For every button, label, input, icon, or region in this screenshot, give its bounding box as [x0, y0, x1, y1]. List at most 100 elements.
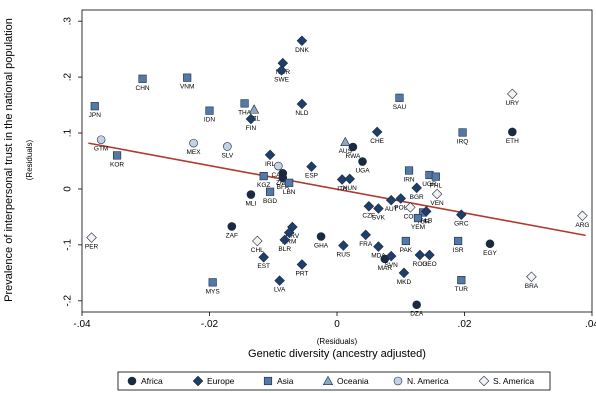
data-point: CZE	[362, 201, 376, 219]
legend-item: Oceania	[322, 375, 369, 386]
point-label: CZE	[362, 212, 376, 219]
point-marker	[420, 206, 432, 217]
point-label: BGD	[263, 198, 277, 205]
data-point: SVN	[385, 250, 398, 269]
legend-item: N. America	[393, 376, 449, 386]
data-point: LBN	[283, 178, 296, 196]
point-marker	[208, 278, 217, 287]
point-label: RUS	[337, 251, 351, 258]
data-point: CHE	[370, 126, 385, 145]
point-label: COL	[404, 213, 418, 220]
point-marker	[385, 194, 397, 206]
point-label: SWE	[274, 76, 289, 83]
point-label: ARG	[575, 222, 589, 229]
point-label: URY	[506, 100, 520, 107]
data-point: YEM	[411, 213, 425, 231]
data-point: NLD	[295, 98, 309, 117]
point-label: LVA	[274, 287, 286, 294]
point-marker	[274, 161, 283, 171]
point-label: CHL	[251, 247, 264, 254]
point-marker	[577, 210, 588, 222]
point-label: BLR	[278, 246, 291, 253]
x-axis: -.04 -.02 0 .02 .04	[73, 312, 596, 330]
data-point: LVA	[274, 275, 286, 294]
data-point: IDN	[204, 106, 215, 124]
data-point: ITA	[336, 174, 348, 192]
fit-line-layer	[88, 142, 586, 237]
point-label: SAU	[393, 104, 407, 111]
point-marker	[245, 113, 257, 125]
point-label: ISR	[453, 247, 464, 254]
point-label: EST	[257, 263, 270, 270]
point-marker	[296, 259, 308, 270]
point-marker	[296, 98, 308, 110]
point-label: CHE	[370, 138, 384, 145]
legend-label: Asia	[277, 376, 294, 386]
point-label: HRV	[286, 233, 300, 240]
point-marker	[227, 222, 237, 231]
point-marker	[205, 106, 214, 115]
data-point: CHN	[136, 74, 150, 92]
data-point: DZA	[410, 300, 424, 318]
data-point: VEN	[430, 188, 444, 207]
data-point: SAU	[393, 93, 407, 111]
legend-label: Europe	[207, 376, 235, 386]
data-point: BFA	[277, 173, 290, 191]
legend-marker	[322, 375, 334, 385]
point-marker	[90, 102, 99, 111]
point-label: KOR	[110, 161, 124, 168]
data-point: GEO	[422, 249, 437, 268]
x-tick-label: .02	[458, 319, 472, 330]
data-point: BLR	[278, 234, 291, 253]
point-marker	[283, 227, 295, 238]
point-marker	[431, 172, 440, 181]
data-point: ISR	[453, 236, 464, 254]
point-label: RWA	[346, 153, 361, 160]
point-marker	[96, 135, 106, 145]
point-marker	[413, 213, 423, 223]
point-label: JPN	[89, 112, 102, 119]
point-label: CAN	[271, 172, 285, 179]
legend-item: S. America	[478, 375, 534, 387]
data-point: KOR	[110, 151, 124, 168]
data-point: DNK	[295, 35, 309, 54]
point-marker	[458, 128, 467, 137]
data-point: PHL	[429, 172, 443, 190]
data-point: JPN	[89, 102, 102, 119]
legend-item: Europe	[192, 375, 235, 387]
point-marker	[252, 235, 263, 247]
point-label: AUS	[339, 148, 353, 155]
point-label: VEN	[430, 200, 444, 207]
point-marker	[371, 126, 383, 138]
point-marker	[373, 241, 384, 252]
point-label: MKD	[397, 279, 412, 286]
y-axis-title: Prevalence of interpersonal trust in the…	[3, 18, 15, 302]
data-point: EGY	[483, 239, 498, 257]
data-point: GHA	[314, 232, 329, 250]
point-marker	[138, 74, 147, 83]
point-label: PRT	[295, 270, 308, 277]
point-marker	[240, 99, 249, 108]
x-axis-subtitle: (Residuals)	[317, 337, 358, 346]
point-marker	[348, 142, 358, 152]
point-label: ZMB	[276, 179, 290, 186]
point-marker	[395, 93, 404, 102]
point-label: UGA	[355, 168, 370, 175]
point-marker	[363, 201, 375, 212]
point-marker	[398, 267, 410, 279]
point-label: FIN	[246, 125, 257, 132]
legend-box	[117, 371, 551, 391]
point-label: ESP	[305, 173, 318, 180]
point-marker	[336, 174, 348, 185]
point-marker	[259, 172, 268, 181]
point-label: MEX	[187, 149, 202, 156]
point-label: CHN	[136, 85, 150, 92]
point-marker	[405, 202, 416, 213]
y-tick-label: 0	[63, 186, 74, 192]
data-point: MLI	[246, 190, 257, 208]
point-label: IRN	[403, 177, 415, 184]
point-label: IRQ	[457, 138, 469, 145]
point-marker	[344, 173, 356, 185]
point-marker	[508, 127, 517, 137]
